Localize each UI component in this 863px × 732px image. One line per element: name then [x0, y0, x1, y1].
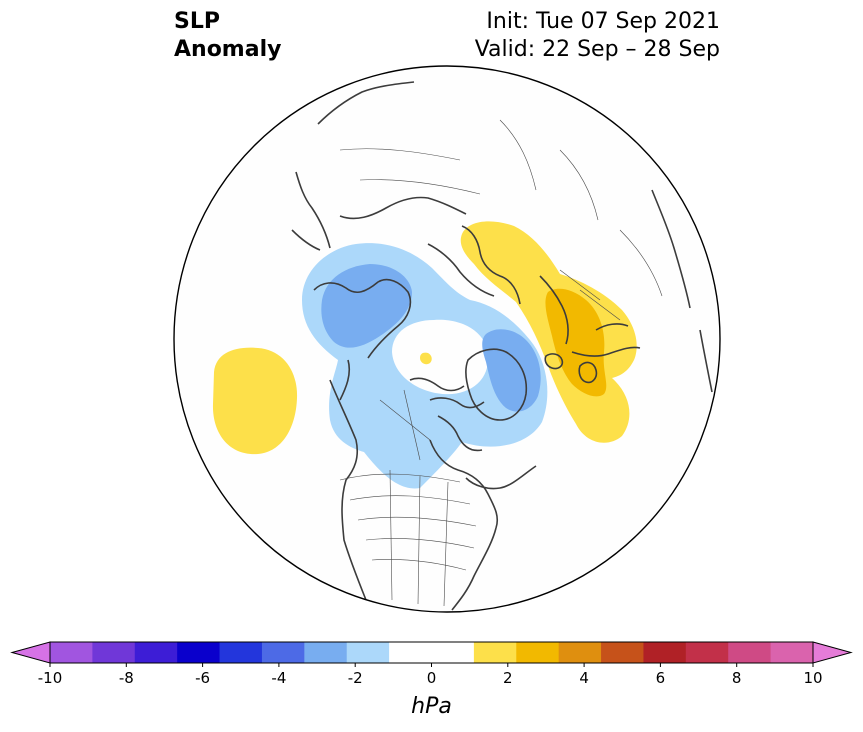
colorbar-extend-high: [812, 641, 853, 664]
colorbar-tick-label: 0: [427, 669, 437, 687]
anomaly-alaska-core: [321, 264, 412, 348]
colorbar-ticks: -10 -8 -6 -4 -2 0 2 4 6 8 10: [38, 663, 823, 687]
colorbar-tick-label: 4: [579, 669, 589, 687]
colorbar-tick-label: 8: [732, 669, 742, 687]
colorbar-tick-label: 10: [803, 669, 822, 687]
title-left: SLP Anomaly: [174, 8, 281, 64]
colorbar-segment: [261, 642, 305, 663]
coastlines: [291, 81, 713, 611]
title-variable: SLP: [174, 9, 220, 34]
colorbar-segment: [601, 642, 644, 663]
colorbar-segment: [558, 642, 602, 663]
colorbar-tick-label: 2: [503, 669, 513, 687]
colorbar-segment: [50, 642, 93, 663]
colorbar-segment: [685, 642, 729, 663]
anomaly-europe-core: [545, 288, 607, 397]
colorbar-tick-label: -8: [119, 669, 134, 687]
colorbar-segment: [473, 642, 517, 663]
anomaly-pacific-positive: [212, 347, 298, 455]
anomaly-fields: [212, 221, 637, 489]
colorbar-tick-label: -4: [271, 669, 286, 687]
colorbar-segment: [134, 642, 178, 663]
init-date: Init: Tue 07 Sep 2021: [486, 9, 720, 34]
map-boundary: [173, 65, 721, 613]
colorbar-segment: [389, 642, 432, 663]
colorbar-tick-label: 6: [656, 669, 666, 687]
colorbar-segment: [177, 642, 221, 663]
colorbar-segments: [10, 641, 853, 664]
colorbar-tick-label: -2: [348, 669, 363, 687]
colorbar: -10 -8 -6 -4 -2 0 2 4 6 8 10: [10, 641, 853, 687]
colorbar-unit: hPa: [411, 694, 452, 719]
colorbar-segment: [304, 642, 348, 663]
colorbar-segment: [92, 642, 136, 663]
anomaly-pole-neutral: [392, 319, 489, 395]
colorbar-tick-label: -6: [195, 669, 210, 687]
title-anomaly: Anomaly: [174, 37, 282, 62]
colorbar-segment: [219, 642, 263, 663]
colorbar-segment: [431, 642, 475, 663]
colorbar-extend-low: [10, 641, 51, 664]
anomaly-pole-small: [420, 352, 432, 365]
colorbar-segment: [516, 642, 560, 663]
valid-range: Valid: 22 Sep – 28 Sep: [474, 37, 720, 62]
colorbar-segment: [643, 642, 687, 663]
colorbar-segment: [346, 642, 390, 663]
colorbar-segment: [770, 642, 814, 663]
title-right: Init: Tue 07 Sep 2021 Valid: 22 Sep – 28…: [475, 8, 720, 64]
colorbar-tick-label: -10: [38, 669, 63, 687]
borders: [339, 119, 663, 607]
colorbar-segment: [728, 642, 772, 663]
polar-map: [173, 65, 721, 613]
